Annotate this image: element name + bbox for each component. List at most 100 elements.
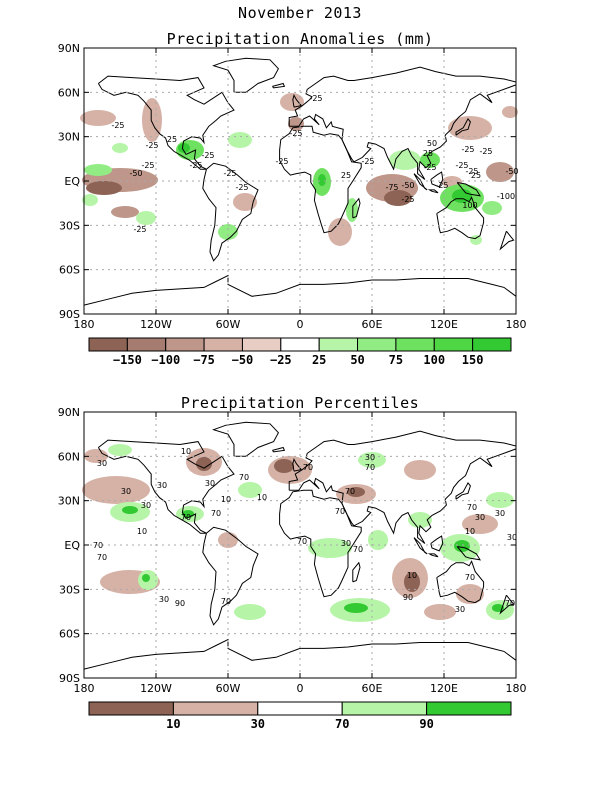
contour-label: 30 xyxy=(455,605,465,614)
contour-label: 70 xyxy=(345,487,355,496)
latitude-label: 60S xyxy=(59,264,80,277)
latitude-label: 90N xyxy=(58,42,80,55)
latitude-label: 30S xyxy=(59,583,80,596)
anomaly-dry-region xyxy=(502,106,518,118)
contour-label: 10 xyxy=(137,527,147,536)
anomaly-dry-region xyxy=(233,193,257,211)
contour-label: 30 xyxy=(141,501,151,510)
contour-label: -50 xyxy=(401,181,414,190)
percentile-wet-core xyxy=(454,540,470,552)
contour-label: -25 xyxy=(465,167,478,176)
anomaly-wet-region xyxy=(112,143,128,153)
colorbar-swatch xyxy=(88,337,128,352)
longitude-label: 120W xyxy=(140,318,172,331)
coastline xyxy=(427,189,439,194)
percentile-wet-region xyxy=(486,492,514,508)
coastline xyxy=(279,489,362,598)
contour-label: -25 xyxy=(289,129,302,138)
coastline xyxy=(455,481,471,500)
coastline xyxy=(272,82,286,89)
coastline xyxy=(499,230,515,251)
contour-label: -25 xyxy=(309,94,322,103)
coastline xyxy=(455,117,471,136)
contour-label: 70 xyxy=(221,597,231,606)
percentile-gridlines xyxy=(84,412,516,678)
contour-label: 30 xyxy=(341,539,351,548)
colorbar-swatch xyxy=(280,337,320,352)
longitude-label: 60E xyxy=(362,318,383,331)
contour-label: -100 xyxy=(497,192,515,201)
contour-label: 30 xyxy=(157,481,167,490)
contour-label: -25 xyxy=(275,157,288,166)
contour-label: 30 xyxy=(495,509,505,518)
coastline xyxy=(430,171,444,188)
contour-label: -25 xyxy=(461,145,474,154)
contour-label: 70 xyxy=(211,509,221,518)
percentile-wet-region xyxy=(238,482,262,498)
anomaly-wet-region xyxy=(482,201,502,215)
contour-label: 70 xyxy=(97,553,107,562)
colorbar-swatch xyxy=(395,337,435,352)
coastline xyxy=(292,457,303,472)
coastline xyxy=(413,537,428,555)
colorbar-swatch xyxy=(165,337,205,352)
colorbar-swatch xyxy=(426,701,512,716)
percentile-dry-region xyxy=(456,584,484,604)
contour-label: 10 xyxy=(407,571,417,580)
contour-label: 70 xyxy=(93,541,103,550)
contour-label: -25 xyxy=(455,161,468,170)
coastline xyxy=(83,638,517,670)
longitude-label: 120E xyxy=(430,318,458,331)
latitude-label: EQ xyxy=(64,539,80,552)
colorbar-swatch xyxy=(126,337,167,352)
contour-label: -25 xyxy=(479,147,492,156)
colorbar-label: −50 xyxy=(232,353,254,367)
anomaly-dry-region xyxy=(328,218,352,246)
latitude-label: EQ xyxy=(64,175,80,188)
percentile-shading xyxy=(82,444,514,622)
colorbar-swatch xyxy=(203,337,243,352)
contour-label: -25 xyxy=(189,161,202,170)
longitude-label: 0 xyxy=(297,318,304,331)
percentile-dry-core xyxy=(404,572,420,592)
anomaly-wet-region xyxy=(228,132,252,148)
contour-label: 30 xyxy=(475,513,485,522)
contour-label: -25 xyxy=(111,121,124,130)
contour-label: -25 xyxy=(401,195,414,204)
colorbar-label: −25 xyxy=(270,353,292,367)
contour-label: 70 xyxy=(239,473,249,482)
coastline xyxy=(499,594,515,615)
contour-label: 10 xyxy=(257,493,267,502)
percentile-colorbar: 10 30 70 90 xyxy=(88,701,512,731)
percentile-dry-core xyxy=(196,457,212,471)
colorbar-swatch xyxy=(241,337,282,352)
longitude-label: 120W xyxy=(140,682,172,695)
percentile-dry-region xyxy=(424,604,456,620)
anomaly-dry-region xyxy=(80,110,116,126)
coastline xyxy=(288,430,517,544)
anomaly-dry-region xyxy=(448,116,492,140)
contour-label: 70 xyxy=(297,537,307,546)
percentile-wet-core xyxy=(122,506,138,514)
colorbar-label: −75 xyxy=(193,353,215,367)
colorbar-label: 25 xyxy=(312,353,326,367)
colorbar-swatch xyxy=(433,337,474,352)
colorbar-label: 90 xyxy=(419,717,433,731)
percentile-wet-region xyxy=(108,444,132,456)
contour-label: 70 xyxy=(465,573,475,582)
percentile-wet-region xyxy=(234,604,266,620)
anomaly-wet-region xyxy=(136,211,156,225)
contour-label: 25 xyxy=(341,171,351,180)
contour-label: 50 xyxy=(427,139,437,148)
anomaly-wet-region xyxy=(218,224,238,240)
longitude-label: 180 xyxy=(74,318,95,331)
coastline xyxy=(288,66,517,180)
colorbar-label: −150 xyxy=(113,353,142,367)
anomaly-gridlines xyxy=(84,48,516,314)
coastline xyxy=(279,125,362,234)
colorbar-swatch xyxy=(88,701,174,716)
